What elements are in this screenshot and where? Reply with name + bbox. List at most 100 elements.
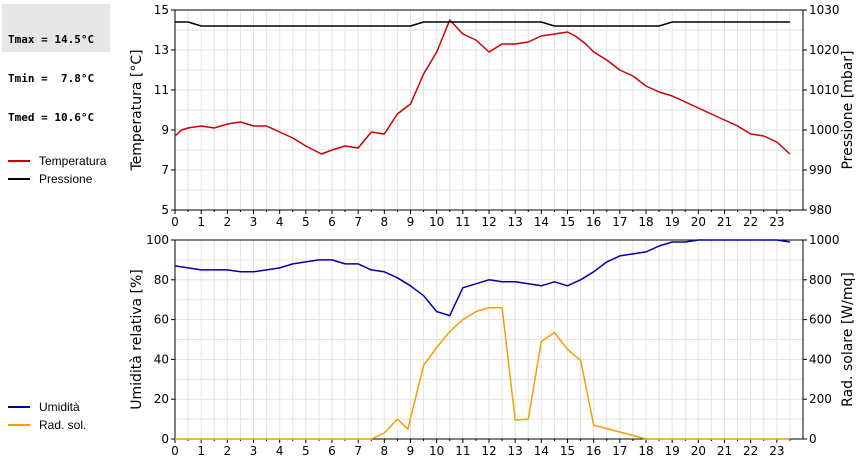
x-tick-label: 19 <box>665 444 680 458</box>
x-tick-label: 9 <box>407 215 415 229</box>
y2-tick-label: 1000 <box>809 233 840 247</box>
y-tick-label: 9 <box>161 123 169 137</box>
y-tick-label: 11 <box>154 83 169 97</box>
series-line-rad-sol- <box>175 306 790 440</box>
legend-swatch-radsol <box>8 424 30 426</box>
legend-label-radsol: Rad. sol. <box>39 418 87 432</box>
tmed-label: Tmed = 10.6°C <box>8 111 95 124</box>
y-axis-title: Temperatura [°C] <box>129 49 145 171</box>
x-tick-label: 7 <box>354 215 362 229</box>
legend-label-temperatura: Temperatura <box>39 154 107 168</box>
x-tick-label: 5 <box>302 444 310 458</box>
legend-item-temperatura: Temperatura <box>8 152 106 170</box>
x-tick-label: 13 <box>508 444 523 458</box>
legend-item-umidita: Umidità <box>8 398 86 416</box>
x-tick-label: 17 <box>612 215 627 229</box>
y2-tick-label: 800 <box>809 273 832 287</box>
x-tick-label: 14 <box>534 215 549 229</box>
legend-item-pressione: Pressione <box>8 170 106 188</box>
legend-label-umidita: Umidità <box>39 400 80 414</box>
x-tick-label: 11 <box>455 444 470 458</box>
x-tick-label: 16 <box>586 444 601 458</box>
x-tick-label: 22 <box>743 444 758 458</box>
x-tick-label: 1 <box>197 444 205 458</box>
x-tick-label: 22 <box>743 215 758 229</box>
x-tick-label: 21 <box>717 215 732 229</box>
y2-tick-label: 990 <box>809 163 832 177</box>
legend-top: Temperatura Pressione <box>8 152 106 188</box>
x-tick-label: 19 <box>665 215 680 229</box>
y-tick-label: 60 <box>154 313 169 327</box>
x-tick-label: 8 <box>381 215 389 229</box>
x-tick-label: 21 <box>717 444 732 458</box>
y-tick-label: 5 <box>161 203 169 217</box>
x-tick-label: 11 <box>455 215 470 229</box>
x-tick-label: 7 <box>354 444 362 458</box>
y2-tick-label: 1030 <box>809 3 840 17</box>
x-tick-label: 17 <box>612 444 627 458</box>
chart-bottom: 0 1 2 3 4 5 6 7 8 9 10 11 12 13 14 15 16 17 18 19 20 21 22 2302… <box>129 233 856 458</box>
legend-label-pressione: Pressione <box>39 172 93 186</box>
y-tick-label: 80 <box>154 273 169 287</box>
legend-swatch-temperatura <box>8 160 30 162</box>
y2-axis-title: Rad. solare [W/mq] <box>840 272 856 407</box>
x-tick-label: 14 <box>534 444 549 458</box>
x-tick-label: 10 <box>429 444 444 458</box>
x-tick-label: 6 <box>328 215 336 229</box>
x-tick-label: 12 <box>481 215 496 229</box>
y2-tick-label: 980 <box>809 203 832 217</box>
x-tick-label: 15 <box>560 215 575 229</box>
x-tick-label: 6 <box>328 444 336 458</box>
y-axis-title: Umidità relativa [%] <box>129 269 145 410</box>
y2-tick-label: 1000 <box>809 123 840 137</box>
x-tick-label: 4 <box>276 444 284 458</box>
x-tick-label: 23 <box>769 444 784 458</box>
tmax-label: Tmax = 14.5°C <box>8 33 95 46</box>
x-tick-label: 12 <box>481 444 496 458</box>
x-tick-label: 23 <box>769 215 784 229</box>
x-tick-label: 0 <box>171 444 179 458</box>
series-line-pressione <box>175 21 790 27</box>
x-tick-label: 18 <box>638 444 653 458</box>
legend-bottom: Umidità Rad. sol. <box>8 398 86 434</box>
y2-tick-label: 1010 <box>809 83 840 97</box>
y2-tick-label: 400 <box>809 352 832 366</box>
x-tick-label: 4 <box>276 215 284 229</box>
y2-tick-label: 1020 <box>809 43 840 57</box>
x-tick-label: 15 <box>560 444 575 458</box>
x-tick-label: 9 <box>407 444 415 458</box>
x-tick-label: 3 <box>250 444 258 458</box>
x-tick-label: 0 <box>171 215 179 229</box>
x-tick-label: 13 <box>508 215 523 229</box>
x-tick-label: 16 <box>586 215 601 229</box>
x-tick-label: 5 <box>302 215 310 229</box>
x-tick-label: 2 <box>224 215 232 229</box>
x-tick-label: 20 <box>691 215 706 229</box>
x-tick-label: 1 <box>197 215 205 229</box>
chart-top: 0 1 2 3 4 5 6 7 8 9 10 11 12 13 14 15 16 17 18 19 20 21 22 2357… <box>129 3 856 229</box>
stats-box: Tmax = 14.5°C Tmin = 7.8°C Tmed = 10.6°C <box>2 4 110 124</box>
y2-tick-label: 600 <box>809 313 832 327</box>
y-tick-label: 15 <box>154 3 169 17</box>
y-tick-label: 100 <box>146 233 169 247</box>
legend-item-radsol: Rad. sol. <box>8 416 86 434</box>
series-line-temperatura <box>174 19 791 155</box>
y2-tick-label: 0 <box>809 432 817 446</box>
x-tick-label: 10 <box>429 215 444 229</box>
y2-tick-label: 200 <box>809 392 832 406</box>
x-tick-label: 8 <box>381 444 389 458</box>
y-tick-label: 40 <box>154 352 169 366</box>
legend-swatch-pressione <box>8 178 30 180</box>
x-tick-label: 3 <box>250 215 258 229</box>
y-tick-label: 13 <box>154 43 169 57</box>
y-tick-label: 0 <box>161 432 169 446</box>
y2-axis-title: Pressione [mbar] <box>840 50 856 169</box>
legend-swatch-umidita <box>8 406 30 408</box>
x-tick-label: 20 <box>691 444 706 458</box>
y-tick-label: 20 <box>154 392 169 406</box>
x-tick-label: 18 <box>638 215 653 229</box>
y-tick-label: 7 <box>161 163 169 177</box>
x-tick-label: 2 <box>224 444 232 458</box>
tmin-label: Tmin = 7.8°C <box>8 72 95 85</box>
